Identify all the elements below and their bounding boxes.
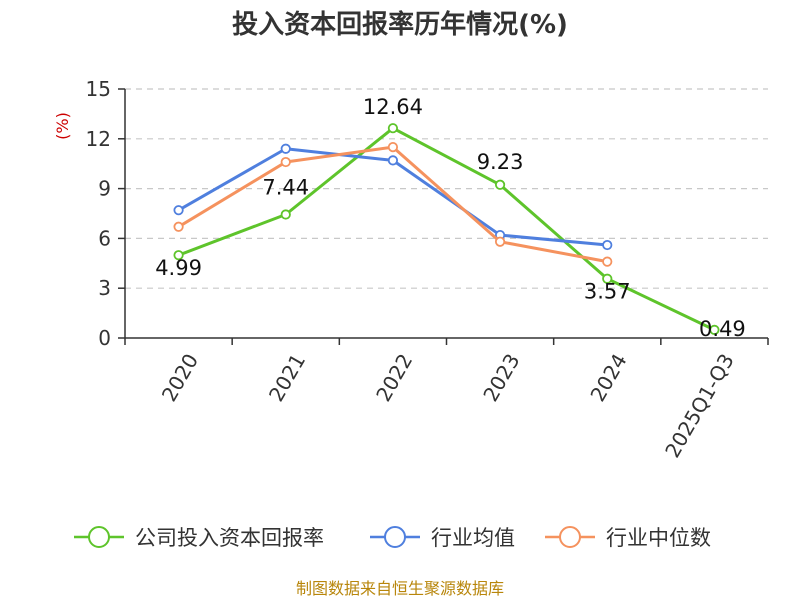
legend[interactable]: 公司投入资本回报率 行业均值 行业中位数: [74, 526, 711, 550]
data-labels: 4.99 7.44 12.64 9.23 3.57 0.49: [155, 95, 746, 341]
legend-item[interactable]: 公司投入资本回报率: [74, 526, 324, 550]
legend-label: 行业中位数: [606, 526, 711, 550]
legend-marker: [559, 526, 581, 548]
data-point: [494, 179, 506, 190]
legend-item[interactable]: 行业均值: [370, 526, 515, 550]
x-tick-label: 2024: [585, 350, 631, 406]
legend-label: 公司投入资本回报率: [135, 526, 324, 550]
x-tick-label: 2021: [264, 350, 310, 406]
data-point: [280, 156, 291, 168]
x-tick-labels: 2020 2021 2022 2023 2024 2025Q1-Q3: [157, 350, 739, 462]
data-label: 12.64: [363, 95, 423, 119]
y-tick-label: 15: [86, 77, 111, 101]
data-point: [280, 143, 291, 154]
chart-title: 投入资本回报率历年情况(%): [232, 9, 568, 40]
grid-lines: [125, 88, 768, 289]
x-tick-label: 2023: [478, 350, 524, 406]
data-point: [280, 209, 291, 220]
legend-marker: [88, 526, 110, 548]
data-point: [173, 250, 184, 261]
y-tick-label: 3: [98, 276, 111, 300]
data-point: [387, 155, 399, 166]
series-line: [178, 126, 716, 332]
x-tick-label: 2022: [371, 350, 417, 406]
data-point: [709, 324, 720, 335]
data-label: 7.44: [262, 175, 309, 199]
data-point: [173, 221, 184, 232]
data-label: 3.57: [584, 280, 631, 304]
legend-item[interactable]: 行业中位数: [545, 526, 711, 550]
legend-label: 行业均值: [431, 526, 515, 550]
x-tick-label: 2020: [157, 350, 203, 406]
data-point: [494, 236, 506, 247]
data-point: [173, 205, 184, 216]
legend-marker: [384, 526, 406, 548]
y-tick-label: 6: [98, 226, 111, 250]
x-tick-label: 2025Q1-Q3: [660, 350, 739, 462]
data-label: 9.23: [477, 150, 524, 174]
y-tick-labels: 0 3 6 9 12 15: [86, 77, 111, 350]
data-point: [602, 239, 613, 251]
y-axis-unit: (%): [53, 112, 72, 140]
source-note: 制图数据来自恒生聚源数据库: [296, 579, 504, 598]
y-tick-label: 12: [86, 127, 111, 151]
axes: [118, 88, 769, 345]
y-tick-label: 0: [98, 326, 111, 350]
data-point: [602, 273, 613, 284]
series-lines: [173, 123, 720, 335]
data-point: [387, 123, 399, 134]
data-point: [387, 142, 399, 153]
data-label: 4.99: [155, 256, 202, 280]
y-tick-label: 9: [98, 177, 111, 201]
data-label: 0.49: [699, 317, 746, 341]
data-point: [602, 256, 613, 267]
